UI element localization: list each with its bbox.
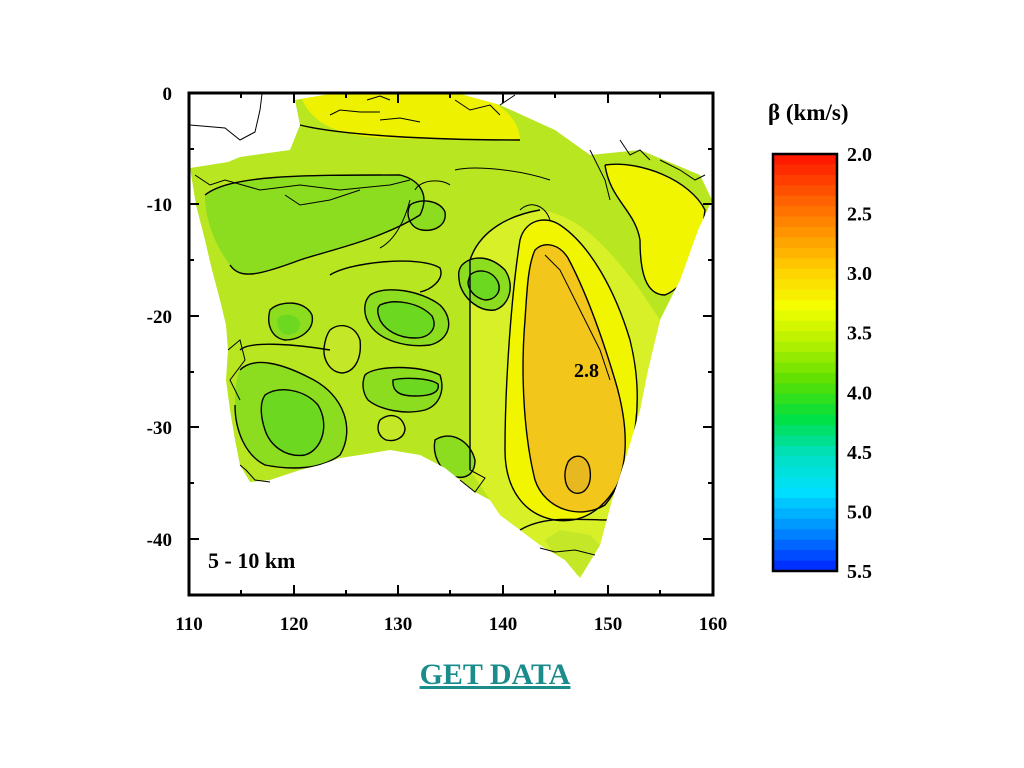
x-ticks <box>188 93 714 595</box>
colorbar-band <box>773 539 837 551</box>
colorbar-frame <box>771 152 839 573</box>
colorbar-band <box>773 518 837 530</box>
colorbar-label: 2.0 <box>847 144 872 166</box>
colorbar-band <box>773 445 837 457</box>
colorbar-band <box>773 320 837 332</box>
orange-zone <box>523 244 626 512</box>
colorbar-label: 3.5 <box>847 323 872 345</box>
colorbar-band <box>773 226 837 238</box>
colorbar-band <box>773 529 837 541</box>
contour-label: 2.8 <box>574 360 599 382</box>
colorbar-band <box>773 404 837 416</box>
colorbar-band <box>773 383 837 395</box>
colorbar-band <box>773 279 837 291</box>
colorbar-band <box>773 310 837 322</box>
x-tick-label: 150 <box>594 614 623 635</box>
colorbar-label: 5.0 <box>847 501 872 523</box>
colorbar-band <box>773 258 837 270</box>
colorbar-band <box>773 341 837 353</box>
colorbar-title: β (km/s) <box>768 100 848 125</box>
colorbar-band <box>773 164 837 176</box>
colorbar-band <box>773 174 837 186</box>
colorbar-band <box>773 498 837 510</box>
y-tick-label: -10 <box>147 195 172 216</box>
y-tick-label: -30 <box>147 418 172 439</box>
colorbar-band <box>773 372 837 384</box>
y-tick-label: -20 <box>147 307 172 328</box>
green-zone-west <box>205 175 424 275</box>
colorbar-band <box>773 362 837 374</box>
colorbar-band <box>773 247 837 259</box>
colorbar: β (km/s) 2.0 2.5 3.0 3.5 4.0 4.5 5.0 5.5 <box>768 100 872 583</box>
colorbar-band <box>773 216 837 228</box>
colorbar-label: 3.0 <box>847 263 872 285</box>
y-ticks <box>189 92 713 540</box>
colorbar-band <box>773 456 837 468</box>
colorbar-band <box>773 477 837 489</box>
get-data-link[interactable]: GET DATA <box>419 658 571 691</box>
colorbar-band <box>773 414 837 426</box>
y-tick-label: -40 <box>147 530 172 551</box>
colorbar-band <box>773 268 837 280</box>
x-tick-label: 110 <box>175 614 202 635</box>
colorbar-label: 4.5 <box>847 442 872 464</box>
colorbar-band <box>773 425 837 437</box>
colorbar-band <box>773 550 837 562</box>
colorbar-band <box>773 352 837 364</box>
colorbar-band <box>773 185 837 197</box>
map-plot: 110 120 130 140 150 160 0 -10 -20 -30 -4… <box>147 84 728 635</box>
colorbar-band <box>773 206 837 218</box>
colorbar-band <box>773 289 837 301</box>
colorbar-band <box>773 237 837 249</box>
colorbar-band <box>773 393 837 405</box>
y-tick-label: 0 <box>163 84 173 105</box>
colorbar-band <box>773 508 837 520</box>
colorbar-band <box>773 435 837 447</box>
colorbar-label: 2.5 <box>847 204 872 226</box>
colorbar-label: 5.5 <box>847 561 872 583</box>
x-tick-label: 120 <box>280 614 309 635</box>
colorbar-label: 4.0 <box>847 382 872 404</box>
colorbar-gradient <box>773 154 837 572</box>
colorbar-band <box>773 299 837 311</box>
depth-label: 5 - 10 km <box>208 548 295 573</box>
colorbar-band <box>773 487 837 499</box>
colorbar-band <box>773 331 837 343</box>
x-tick-label: 160 <box>699 614 728 635</box>
colorbar-band <box>773 560 837 572</box>
colorbar-band <box>773 195 837 207</box>
x-tick-label: 130 <box>384 614 413 635</box>
colorbar-band <box>773 154 837 166</box>
x-tick-label: 140 <box>489 614 518 635</box>
colorbar-band <box>773 466 837 478</box>
